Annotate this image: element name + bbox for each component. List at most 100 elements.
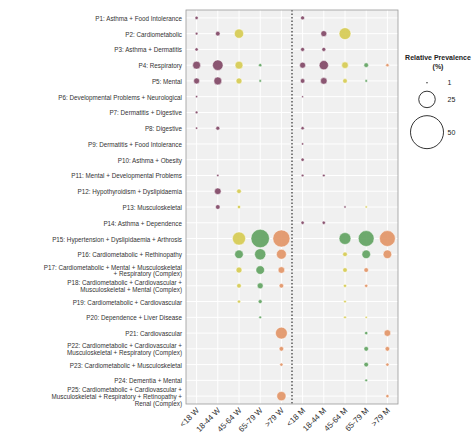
y-tick-label: P9: Dermatitis + Food Intolerance [88,140,182,147]
y-axis: P1: Asthma + Food IntoleranceP2: Cardiom… [44,14,183,407]
y-tick-label: P12: Hypothyroidism + Dyslipidaemia [78,188,183,196]
grid-line-x [345,10,346,404]
y-tick-label: P6: Developmental Problems + Neurologica… [58,93,182,101]
plot-frame [186,10,398,404]
bubble [251,229,269,247]
y-tick-label: P7: Dermatitis + Digestive [109,109,182,117]
bubble [343,284,346,287]
y-tick-label: P8: Digestive [145,125,183,133]
bubble [214,77,222,85]
legend-label: 50 [448,129,456,136]
bubble [259,64,262,67]
y-tick-label: P17: Cardiometabolic + Mental + Musculos… [44,263,182,278]
bubble [259,80,262,83]
x-tick-label: 65-79 W [237,406,265,434]
bubble [364,362,369,367]
x-tick-label: 65-79 M [343,406,370,433]
x-tick-label: >79 W [263,406,286,429]
bubble [343,268,348,273]
bubble [257,283,263,289]
bubble [258,300,262,304]
bubble [256,266,265,275]
plot-background [186,10,398,404]
bubble [195,96,197,98]
bubble [365,331,368,334]
bubble [300,79,305,84]
y-tick-label: P3: Asthma + Dermatitis [114,46,182,53]
bubble [343,79,348,84]
bubble [215,31,220,36]
y-tick-label: P22: Cardiometabolic + Cardiovascular +M… [67,342,182,357]
x-tick-label: >79 M [370,406,392,428]
bubble [302,96,304,98]
bubble [217,174,219,176]
legend-label: 1 [448,79,452,86]
bubble [343,252,348,257]
bubble [301,158,304,161]
bubble [195,48,198,51]
bubble [215,205,220,210]
bubble [385,347,390,352]
bubble [236,78,242,84]
y-tick-label: P16: Cardiometabolic + Rethinopathy [78,251,183,259]
bubble [379,231,395,247]
bubble [300,62,306,68]
bubble [301,221,304,224]
bubble [358,231,374,247]
bubble [195,127,197,129]
legend-bubble [426,82,428,84]
y-tick-label: P25: Cardiometabolic + Cardiovascular +M… [52,386,183,408]
bubble [235,250,244,259]
bubble [365,284,368,287]
bubble [237,189,242,194]
bubble [301,174,304,177]
bubble [365,206,367,208]
bubble [276,249,286,259]
bubble [322,221,325,224]
bubble [301,47,305,51]
bubble [195,111,198,114]
y-tick-label: P14: Asthma + Dependence [103,219,182,227]
bubble [275,327,287,339]
grid-line-y [186,222,398,223]
bubble [277,392,286,401]
y-tick-label: P13: Musculoskeletal [122,204,182,211]
bubble [195,32,198,35]
bubble [344,316,347,319]
bubble [362,250,371,259]
y-tick-label: P2: Cardiometabolic [125,30,182,37]
legend-bubble [411,116,444,149]
bubble [384,330,391,337]
bubble [216,126,220,130]
y-tick-label: P23: Cardiometabolic + Musculoskeletal [70,361,182,368]
legend-label: 25 [448,96,456,103]
bubble [237,300,240,303]
bubble [321,78,328,85]
bubble [278,267,285,274]
bubble [319,61,328,70]
bubble [193,61,201,69]
bubble [386,64,389,67]
grid-line-y [186,317,398,318]
bubble [194,78,200,84]
bubble [386,394,389,397]
y-tick-label: P21: Cardiovascular [125,330,182,337]
bubble [301,16,305,20]
bubble [365,80,368,83]
chart: <18 W18-44 W45-64 W65-79 W>79 W<18 M18-4… [0,0,474,446]
y-tick-label: P11: Mental + Developmental Problems [71,172,182,180]
bubble [365,316,367,318]
y-tick-label: P5: Mental [152,77,182,84]
y-tick-label: P24: Dementia + Mental [114,377,182,384]
bubble [344,206,346,208]
bubble [364,347,369,352]
grid-line-y [186,96,398,97]
bubble [195,16,198,19]
x-axis: <18 W18-44 W45-64 W65-79 W>79 W<18 M18-4… [178,406,392,434]
legend-bubble [419,91,436,108]
y-tick-label: P4: Respiratory [139,62,183,70]
bubble [386,363,389,366]
bubble [322,47,326,51]
y-tick-label: P18: Cardiometabolic + Cardiovascular +M… [67,279,182,294]
bubble [322,174,325,177]
